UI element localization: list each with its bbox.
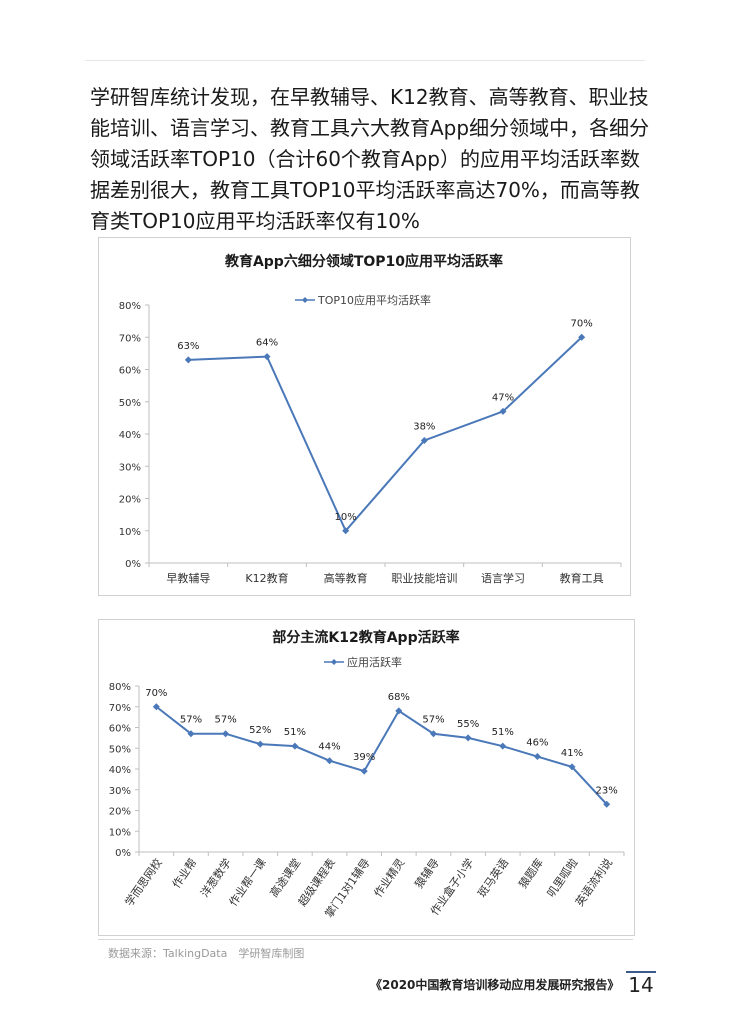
y-tick-label: 20% xyxy=(109,807,131,818)
series-line xyxy=(188,336,583,533)
data-point xyxy=(429,730,437,738)
data-point xyxy=(568,763,576,771)
data-point xyxy=(152,703,160,711)
y-tick-label: 60% xyxy=(119,366,141,377)
x-category-label: 作业帮 xyxy=(170,856,200,890)
data-point xyxy=(360,767,368,775)
data-label: 70% xyxy=(571,318,593,329)
intro-paragraph: 学研智库统计发现，在早教辅导、K12教育、高等教育、职业技能培训、语言学习、教育… xyxy=(90,85,650,233)
y-tick-label: 30% xyxy=(119,462,141,473)
data-source: 数据来源：TalkingData 学研智库制图 xyxy=(108,947,305,960)
legend-marker xyxy=(302,297,308,303)
data-label: 70% xyxy=(145,688,167,699)
data-label: 51% xyxy=(492,727,514,738)
y-tick-label: 40% xyxy=(109,765,131,776)
chart-k12-activity: 部分主流K12教育App活跃率应用活跃率 0% 10% 20% 30% 40% 50% 60%… xyxy=(98,619,635,936)
y-tick-label: 80% xyxy=(119,301,141,312)
y-tick-label: 0% xyxy=(125,559,141,570)
series-line xyxy=(155,705,608,805)
y-tick-label: 20% xyxy=(119,495,141,506)
y-tick-label: 10% xyxy=(119,527,141,538)
x-category-label: 高途课堂 xyxy=(267,856,304,900)
data-point xyxy=(603,800,611,808)
x-category-label: 教育工具 xyxy=(560,571,604,585)
y-tick-label: 30% xyxy=(109,786,131,797)
y-tick-label: 50% xyxy=(109,744,131,755)
y-tick-label: 10% xyxy=(109,827,131,838)
legend-label: TOP10应用平均活跃率 xyxy=(317,293,431,307)
data-point xyxy=(263,353,271,361)
data-label: 46% xyxy=(526,738,548,749)
data-point xyxy=(395,707,403,715)
page-number: 14 xyxy=(626,971,656,997)
data-point xyxy=(291,742,299,750)
data-label: 52% xyxy=(249,725,271,736)
x-category-label: 语言学习 xyxy=(481,571,525,585)
data-label: 68% xyxy=(388,692,410,703)
data-label: 63% xyxy=(177,341,199,352)
data-point xyxy=(187,730,195,738)
data-point xyxy=(326,757,334,765)
data-label: 64% xyxy=(256,338,278,349)
data-label: 57% xyxy=(422,715,444,726)
chart-title: 教育App六细分领域TOP10应用平均活跃率 xyxy=(225,253,503,270)
data-point xyxy=(342,527,350,535)
x-category-label: 学而思网校 xyxy=(122,856,165,909)
x-category-label: 职业技能培训 xyxy=(391,571,457,585)
y-tick-label: 40% xyxy=(119,430,141,441)
x-category-label: 洋葱数学 xyxy=(197,856,234,900)
y-tick-label: 0% xyxy=(115,848,131,859)
x-category-label: 猿题库 xyxy=(515,856,545,891)
data-label: 23% xyxy=(596,785,618,796)
chart-segment-activity: 教育App六细分领域TOP10应用平均活跃率 TOP10应用平均活跃率 0% 10% 2… xyxy=(98,237,631,596)
y-tick-label: 60% xyxy=(109,724,131,735)
data-label: 47% xyxy=(492,392,514,403)
footer-report-title: 《2020中国教育培训移动应用发展研究报告》 xyxy=(370,978,620,992)
legend-label: 应用活跃率 xyxy=(347,655,402,669)
data-point xyxy=(420,436,428,444)
y-tick-label: 80% xyxy=(109,682,131,693)
y-tick-label: 50% xyxy=(119,398,141,409)
data-point xyxy=(222,730,230,738)
chart-title: 部分主流K12教育App活跃率 xyxy=(272,629,459,646)
data-label: 10% xyxy=(335,512,357,523)
y-tick-label: 70% xyxy=(109,703,131,714)
y-tick-label: 70% xyxy=(119,333,141,344)
data-label: 38% xyxy=(413,421,435,432)
top-divider xyxy=(85,60,645,61)
data-label: 55% xyxy=(457,719,479,730)
x-category-label: 斑马英语 xyxy=(475,856,512,900)
data-point xyxy=(578,333,586,341)
x-category-label: 叽里呱啦 xyxy=(544,856,581,900)
x-category-label: K12教育 xyxy=(245,571,288,585)
x-category-label: 作业精灵 xyxy=(371,856,407,899)
data-label: 44% xyxy=(318,742,340,753)
chart-segment-activity-svg: 教育App六细分领域TOP10应用平均活跃率 TOP10应用平均活跃率 0% 10% 2… xyxy=(119,253,622,585)
x-category-label: 高等教育 xyxy=(324,571,368,585)
data-point xyxy=(499,407,507,415)
data-point xyxy=(256,740,264,748)
legend-marker xyxy=(331,659,337,665)
data-label: 51% xyxy=(284,727,306,738)
data-label: 57% xyxy=(214,715,236,726)
data-point xyxy=(464,734,472,742)
data-point xyxy=(533,753,541,761)
x-category-label: 猿辅导 xyxy=(412,856,442,891)
data-label: 57% xyxy=(180,715,202,726)
x-category-label: 早教辅导 xyxy=(166,571,210,585)
data-label: 39% xyxy=(353,752,375,763)
data-point xyxy=(499,742,507,750)
data-label: 41% xyxy=(561,748,583,759)
bottom-divider xyxy=(98,939,633,940)
data-point xyxy=(184,356,192,364)
